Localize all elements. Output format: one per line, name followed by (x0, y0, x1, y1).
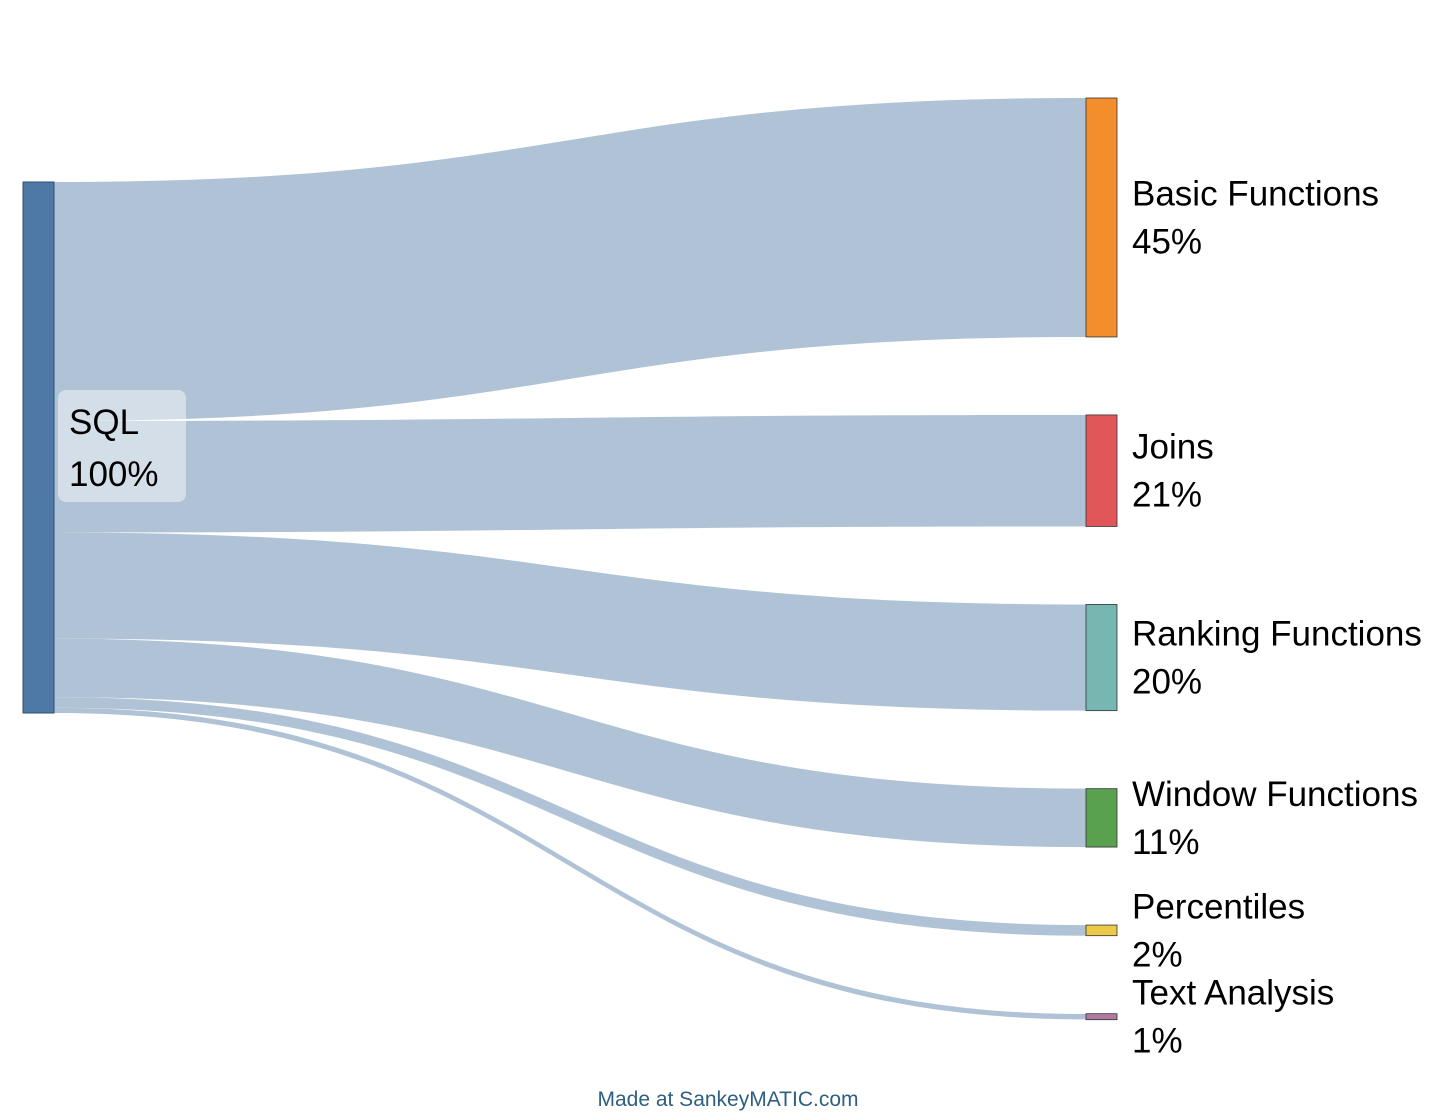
node-name-window-functions: Window Functions (1132, 775, 1418, 814)
node-ranking-functions (1085, 604, 1118, 712)
sankey-diagram: SQL 100% Basic Functions 45% Joins 21% Ranking… (22, 97, 1422, 1061)
node-name-sql: SQL (69, 403, 139, 442)
node-joins (1085, 414, 1118, 527)
node-percent-joins: 21% (1132, 476, 1202, 515)
node-percent-window-functions: 11% (1132, 823, 1199, 862)
source-label-backdrop (58, 390, 186, 502)
label-group: SQL 100% Basic Functions 45% Joins 21% Ranking… (58, 174, 1422, 1061)
node-text-analysis (1085, 1013, 1118, 1021)
node-name-text-analysis: Text Analysis (1132, 974, 1334, 1013)
flow-text-analysis (54, 707, 1086, 1020)
node-percent-ranking-functions: 20% (1132, 663, 1202, 702)
flow-ranking-functions (54, 532, 1086, 711)
node-basic-functions (1085, 97, 1118, 338)
node-name-joins: Joins (1132, 428, 1214, 467)
node-percent-sql: 100% (69, 455, 159, 494)
node-percent-percentiles: 2% (1132, 935, 1183, 974)
flow-basic-functions (54, 98, 1086, 421)
node-sql (22, 181, 55, 714)
flow-joins (54, 414, 1086, 533)
node-window-functions (1085, 788, 1118, 848)
credit-link[interactable]: Made at SankeyMATIC.com (597, 1088, 859, 1111)
node-group (22, 97, 1118, 1021)
node-name-percentiles: Percentiles (1132, 887, 1305, 926)
node-name-ranking-functions: Ranking Functions (1132, 615, 1422, 654)
flow-percentiles (54, 697, 1086, 936)
node-percent-basic-functions: 45% (1132, 222, 1202, 261)
node-name-basic-functions: Basic Functions (1132, 174, 1379, 213)
flow-group (54, 98, 1086, 1020)
node-percent-text-analysis: 1% (1132, 1022, 1183, 1061)
node-percentiles (1085, 924, 1118, 937)
flow-window-functions (54, 638, 1086, 848)
